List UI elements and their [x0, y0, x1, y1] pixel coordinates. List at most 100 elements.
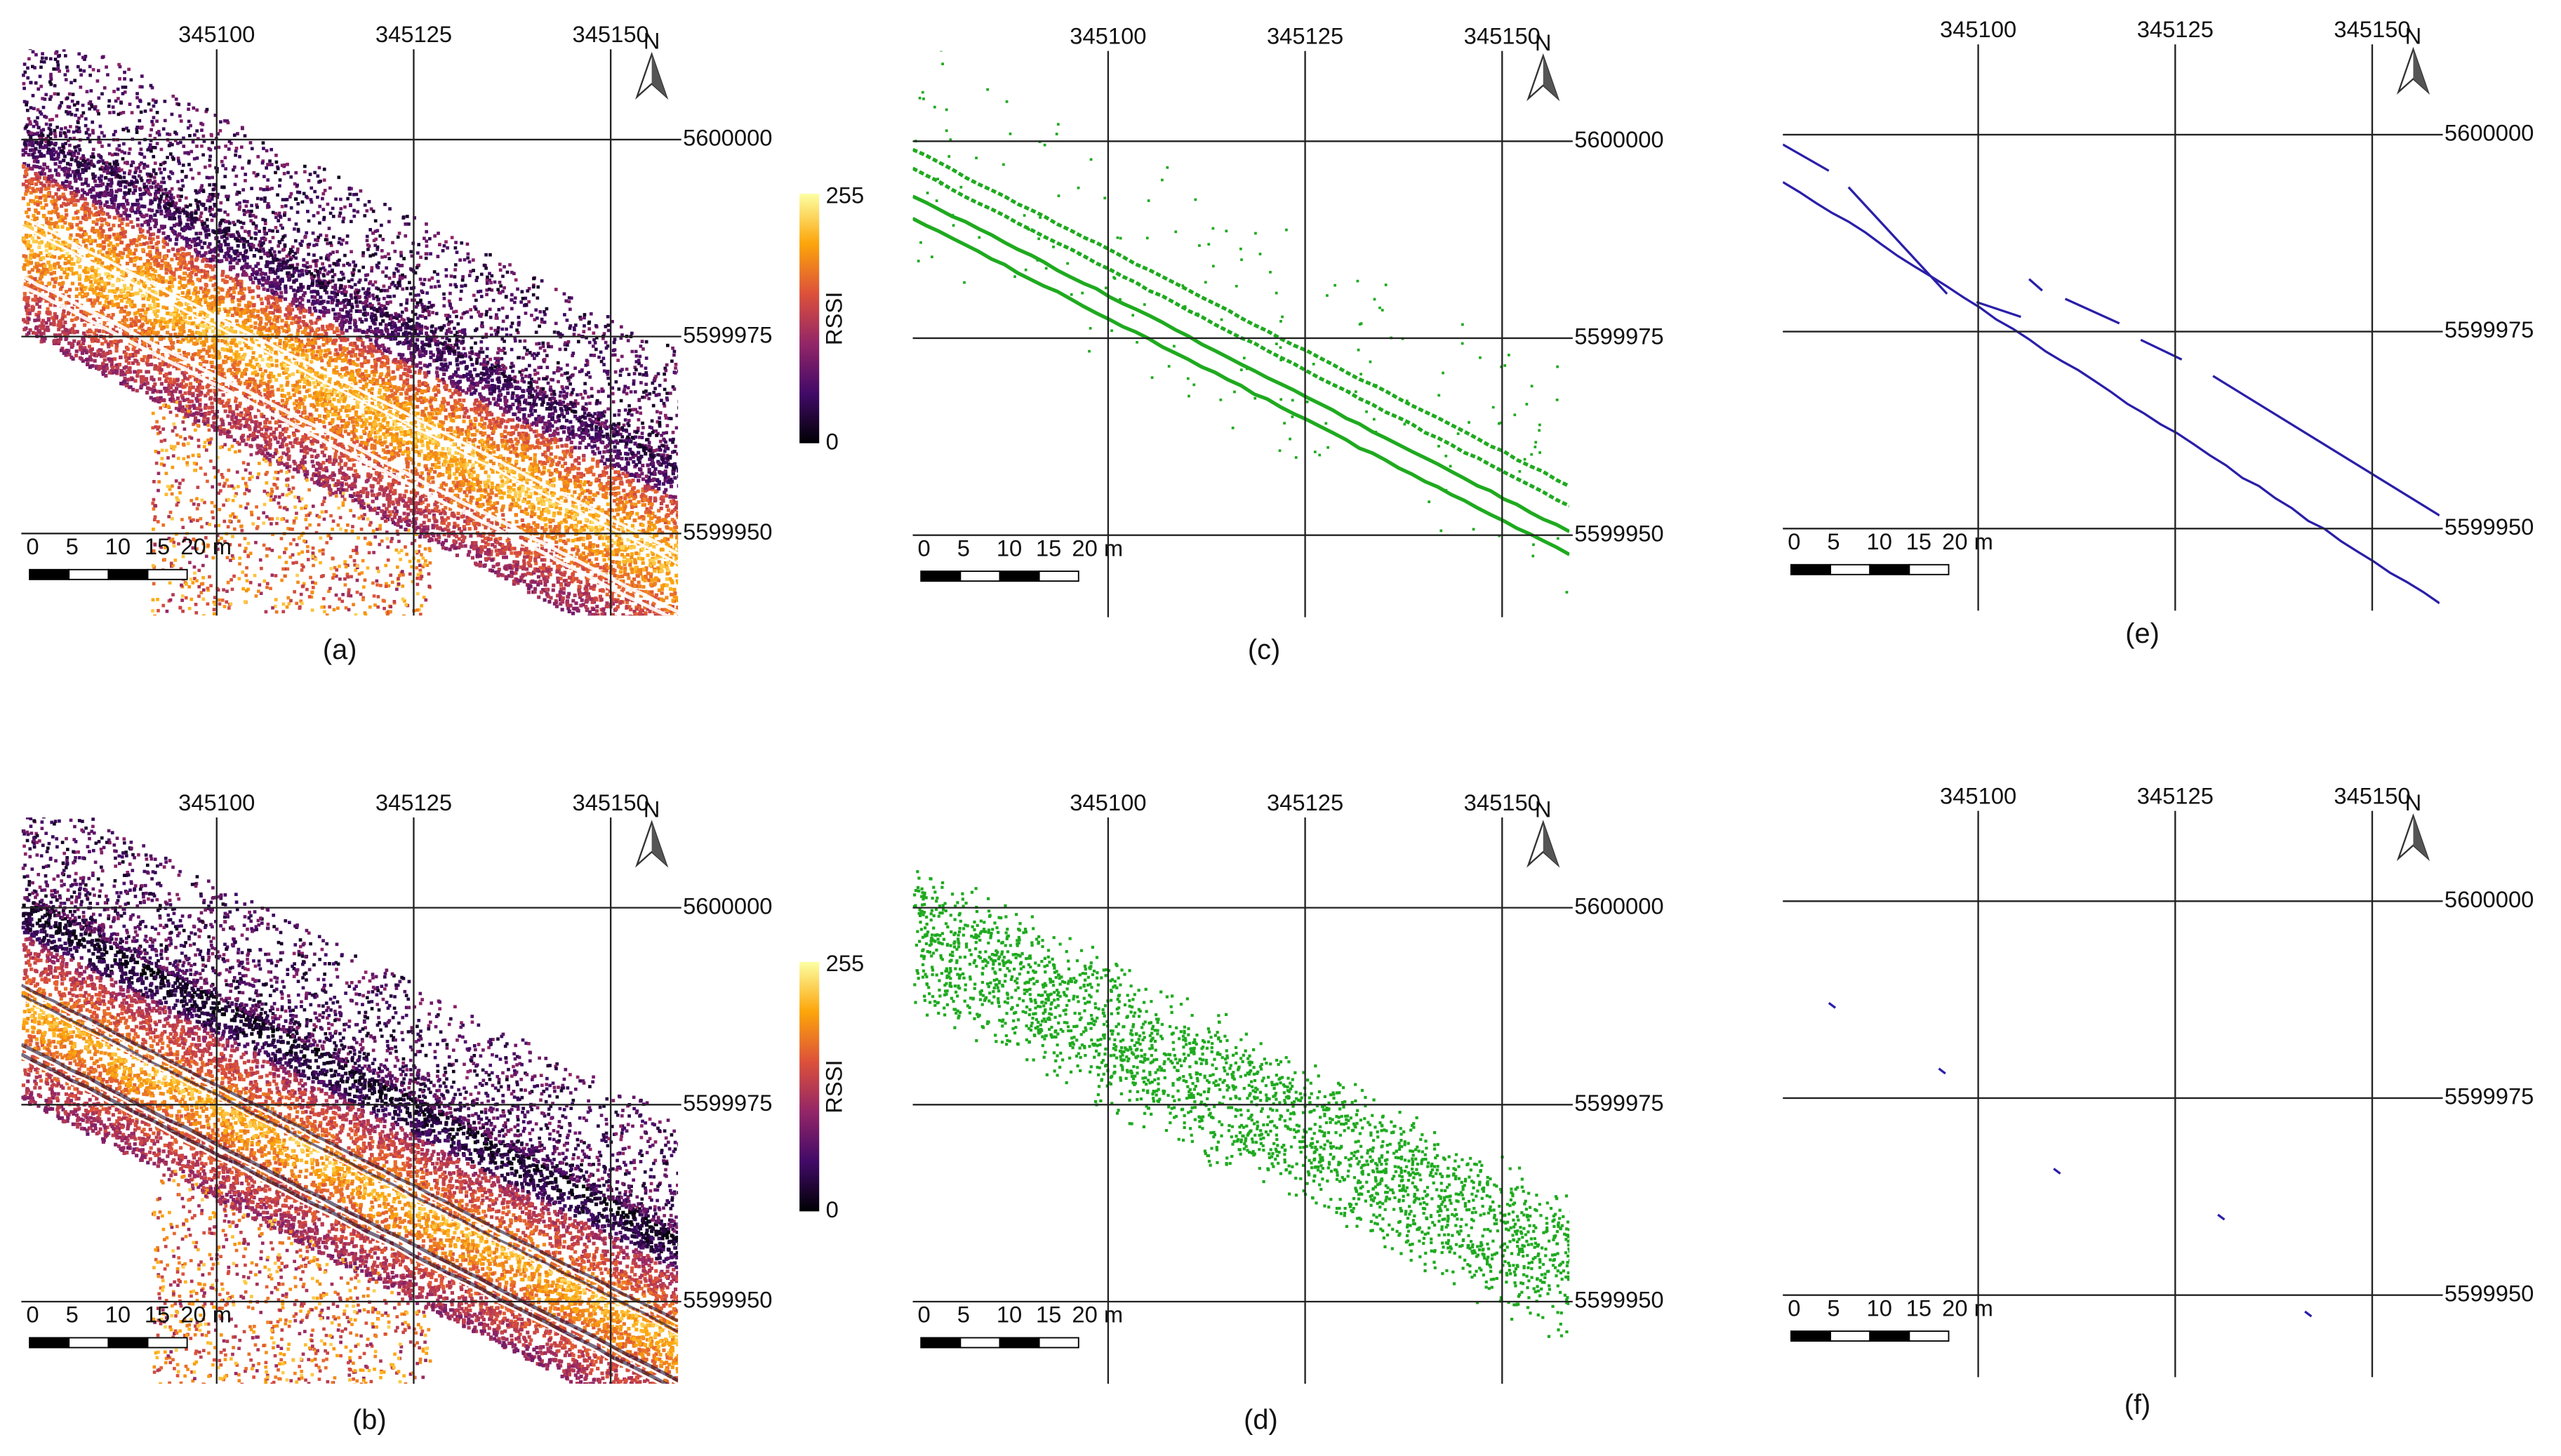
- colorbar-max: 255: [826, 182, 865, 208]
- north-label: N: [1535, 796, 1552, 822]
- point-cloud: [402, 1077, 406, 1081]
- y-coord-label: 5599950: [683, 519, 772, 545]
- point-cloud: [270, 1177, 274, 1181]
- point-cloud: [309, 1151, 586, 1293]
- point-cloud: [387, 1074, 391, 1077]
- scale-label: 5: [1827, 528, 1840, 554]
- point-cloud: [256, 330, 260, 335]
- scale-label: 10: [997, 535, 1022, 561]
- point-cloud: [291, 1358, 295, 1362]
- scale-label: 20 m: [180, 1302, 232, 1328]
- point-cloud: [356, 490, 360, 495]
- map-content: [912, 51, 1570, 594]
- rail-line: [21, 998, 679, 1336]
- point-cloud: [211, 1112, 215, 1116]
- scale-label: 0: [918, 1302, 931, 1328]
- x-coord-label: 345125: [1267, 789, 1343, 815]
- x-coord-label: 345150: [573, 789, 649, 815]
- track-line: [2028, 278, 2043, 292]
- point-cloud: [67, 937, 72, 942]
- point-cloud: [24, 937, 657, 1384]
- track-line: [912, 217, 1570, 556]
- track-fragment: [2053, 1168, 2061, 1175]
- scale-label: 15: [1906, 528, 1931, 554]
- rail-line: [21, 225, 679, 565]
- north-label: N: [2405, 23, 2422, 49]
- y-coord-label: 5599950: [2444, 1280, 2534, 1306]
- point-cloud: [78, 857, 662, 1246]
- rail-line: [21, 987, 679, 1325]
- point-cloud: [173, 307, 178, 312]
- point-cloud: [138, 927, 339, 947]
- north-arrow-half: [2413, 49, 2428, 93]
- x-coord-label: 345125: [375, 21, 452, 47]
- scale-bar-segment: [920, 1337, 962, 1349]
- panel-caption: (c): [1248, 634, 1280, 665]
- point-cloud: [143, 1062, 147, 1067]
- point-cloud: [470, 346, 474, 350]
- colorbar: [799, 961, 820, 1212]
- map-content: [21, 49, 679, 616]
- panel-caption: (b): [352, 1404, 387, 1435]
- point-cloud: [117, 997, 647, 1384]
- y-coord-label: 5599975: [683, 1090, 772, 1116]
- point-cloud: [97, 284, 663, 568]
- track-line: [2064, 298, 2120, 325]
- panel-caption: (d): [1244, 1404, 1278, 1435]
- map-panel: 345100 5600000 345125 5599975 345150 5599950 N…: [21, 789, 865, 1435]
- scale-label: 5: [957, 535, 970, 561]
- north-arrow-half: [651, 822, 667, 865]
- scale-bar-segment: [1869, 1330, 1910, 1342]
- track-line: [1783, 181, 2440, 605]
- rail-line: [21, 1053, 670, 1384]
- x-coord-label: 345100: [1070, 789, 1146, 815]
- point-cloud: [271, 215, 540, 359]
- scatter-points: [914, 51, 1569, 594]
- point-cloud: [48, 107, 648, 450]
- rail-line: [21, 215, 679, 555]
- point-cloud: [65, 251, 69, 256]
- panel-caption: (f): [2124, 1389, 2151, 1420]
- north-label: N: [2405, 789, 2422, 815]
- point-cloud: [27, 181, 590, 582]
- point-cloud: [526, 1198, 531, 1202]
- x-coord-label: 345150: [573, 21, 649, 47]
- scale-label: 5: [66, 1302, 79, 1328]
- panel-caption: (e): [2125, 618, 2160, 649]
- scale-bar-segment: [1790, 563, 1832, 575]
- point-cloud: [336, 1253, 340, 1257]
- scale-label: 20 m: [1072, 535, 1123, 561]
- scale-label: 5: [66, 533, 79, 559]
- scale-bar-segment: [999, 570, 1040, 582]
- point-cloud: [421, 1182, 425, 1186]
- x-coord-label: 345125: [2137, 16, 2214, 42]
- y-coord-label: 5599975: [683, 321, 772, 347]
- scale-bar-segment: [920, 570, 962, 582]
- y-coord-label: 5600000: [1574, 126, 1663, 152]
- colorbar: [799, 194, 820, 443]
- scale-label: 10: [105, 533, 131, 559]
- map-content: [21, 817, 679, 1384]
- scale-label: 5: [1827, 1295, 1840, 1321]
- scale-bar-segment: [29, 1337, 70, 1349]
- track-line: [912, 147, 1570, 488]
- x-coord-label: 345100: [1940, 16, 2016, 42]
- point-cloud: [507, 382, 535, 391]
- scale-bar-segment: [1869, 563, 1910, 575]
- colorbar-max: 255: [826, 950, 865, 976]
- point-cloud: [601, 607, 606, 611]
- rail-line: [21, 274, 679, 614]
- point-cloud: [26, 239, 279, 356]
- point-cloud: [38, 1013, 42, 1017]
- scale-bar-segment: [147, 1337, 188, 1349]
- y-coord-label: 5600000: [683, 125, 772, 151]
- point-cloud: [594, 1294, 598, 1298]
- scale-label: 0: [918, 535, 931, 561]
- map-panel: 345100 5600000 345125 5599975 345150 5599950 N…: [912, 23, 1664, 665]
- scale-bar-segment: [1038, 570, 1079, 582]
- point-cloud: [46, 298, 501, 572]
- scale-bar-segment: [68, 1337, 109, 1349]
- scale-bar-segment: [999, 1337, 1040, 1349]
- rail-line: [21, 994, 679, 1333]
